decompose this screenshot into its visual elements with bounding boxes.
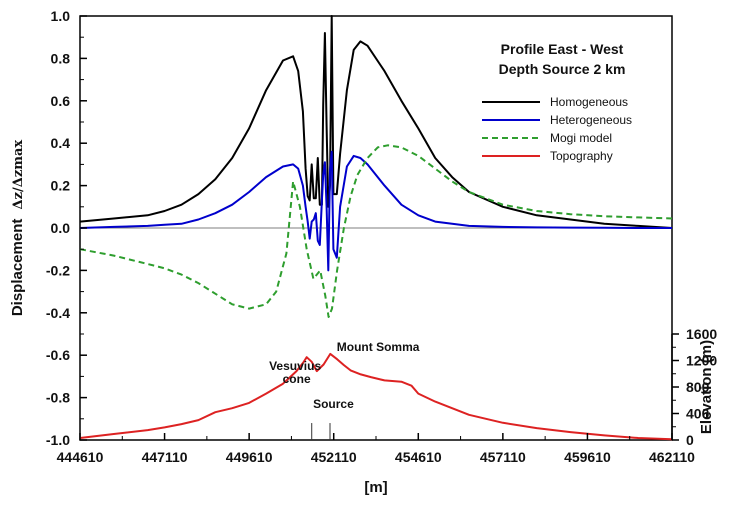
x-axis-title: [m] [364, 479, 387, 496]
y-axis-title-text: Displacement [9, 219, 26, 317]
annotation: Vesuvius [269, 359, 321, 373]
series-line-heterogeneous [79, 150, 672, 272]
x-tick-label: 454610 [395, 449, 442, 465]
legend-title-line: Profile East - West [501, 41, 624, 57]
legend-label: Heterogeneous [550, 113, 632, 127]
y-tick-label: 0.4 [51, 135, 71, 151]
y-axis-title-math: Δz/Δzmax [11, 140, 26, 210]
x-tick-label: 449610 [226, 449, 273, 465]
right-tick-label: 1600 [686, 326, 717, 342]
x-tick-label: 447110 [142, 449, 188, 465]
series-line-mogi-model [79, 144, 673, 318]
series-line-homogeneous [79, 15, 673, 229]
right-tick-label: 1200 [686, 353, 717, 369]
series-group [79, 15, 673, 441]
annotation: Mount Somma [337, 340, 420, 354]
legend-label: Topography [550, 149, 613, 163]
right-axis-title: Elevation (m) [698, 340, 715, 434]
series-line-topography [79, 352, 673, 441]
legend: Profile East - West Depth Source 2 km Homo… [469, 35, 651, 165]
y-tick-label: -0.8 [46, 390, 70, 406]
y-tick-label: 0.0 [51, 220, 71, 236]
x-tick-label: 459610 [564, 449, 611, 465]
y-tick-label: -0.4 [46, 305, 70, 321]
x-tick-label: 452110 [311, 449, 357, 465]
right-tick-label: 800 [686, 379, 710, 395]
right-tick-label: 400 [686, 406, 710, 422]
x-tick-label: 457110 [480, 449, 526, 465]
annotation: cone [283, 372, 311, 386]
legend-label: Mogi model [550, 131, 612, 145]
right-tick-label: 0 [686, 432, 694, 448]
legend-box [469, 35, 651, 165]
x-tick-label: 444610 [57, 449, 104, 465]
y-tick-label: -0.2 [46, 262, 70, 278]
axes-group: 1.00.80.60.40.20.0-0.2-0.4-0.6-0.8-1.044… [46, 8, 717, 465]
y-tick-label: 1.0 [51, 8, 71, 24]
y-tick-label: 0.6 [51, 93, 71, 109]
annotation: Source [313, 397, 354, 411]
y-tick-label: 0.8 [51, 50, 71, 66]
legend-label: Homogeneous [550, 95, 628, 109]
y-tick-label: -0.6 [46, 347, 70, 363]
legend-title-line: Depth Source 2 km [499, 61, 626, 77]
y-tick-label: -1.0 [46, 432, 70, 448]
y-axis-title: Displacement Δz/Δzmax [9, 140, 26, 317]
y-tick-label: 0.2 [51, 178, 71, 194]
x-tick-label: 462110 [649, 449, 695, 465]
